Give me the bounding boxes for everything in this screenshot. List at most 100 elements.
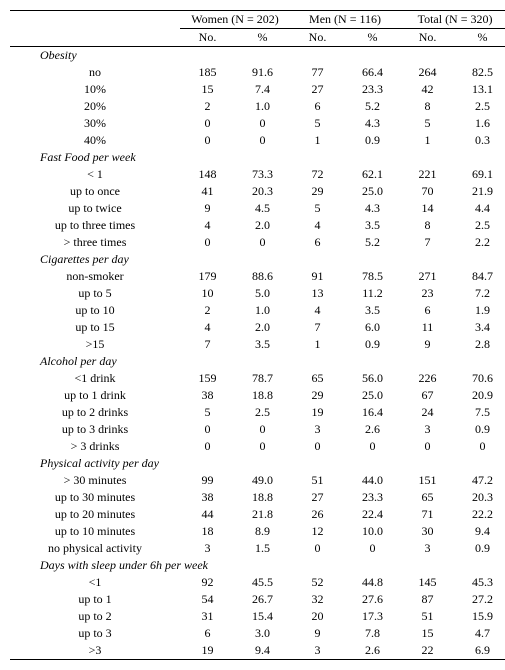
cell-women-pct: 15.4 — [235, 608, 290, 625]
cell-men-pct: 78.5 — [345, 268, 400, 285]
cell-total-pct: 7.2 — [455, 285, 505, 302]
cell-total-pct: 2.2 — [455, 234, 505, 251]
cell-women-pct: 0 — [235, 234, 290, 251]
table-row: up to 3 drinks0032.630.9 — [10, 421, 505, 438]
table-row: <1 drink15978.76556.022670.6 — [10, 370, 505, 387]
cell-men-pct: 10.0 — [345, 523, 400, 540]
cell-total-n: 271 — [400, 268, 455, 285]
data-table: Women (N = 202) Men (N = 116) Total (N =… — [10, 10, 505, 660]
row-label: up to 5 — [10, 285, 180, 302]
table-row: < 114873.37262.122169.1 — [10, 166, 505, 183]
section-title: Days with sleep under 6h per week — [10, 557, 505, 574]
cell-men-n: 1 — [290, 132, 345, 149]
cell-men-n: 13 — [290, 285, 345, 302]
cell-men-pct: 44.0 — [345, 472, 400, 489]
cell-women-n: 18 — [180, 523, 235, 540]
cell-total-n: 42 — [400, 81, 455, 98]
table-row: 30%0054.351.6 — [10, 115, 505, 132]
cell-women-pct: 0 — [235, 421, 290, 438]
table-row: 40%0010.910.3 — [10, 132, 505, 149]
cell-total-pct: 6.9 — [455, 642, 505, 660]
cell-women-pct: 8.9 — [235, 523, 290, 540]
cell-men-pct: 25.0 — [345, 183, 400, 200]
cell-women-pct: 0 — [235, 438, 290, 455]
cell-men-n: 65 — [290, 370, 345, 387]
cell-men-pct: 3.5 — [345, 302, 400, 319]
cell-total-pct: 2.8 — [455, 336, 505, 353]
cell-men-n: 29 — [290, 387, 345, 404]
cell-women-n: 7 — [180, 336, 235, 353]
cell-total-pct: 2.5 — [455, 217, 505, 234]
cell-men-n: 52 — [290, 574, 345, 591]
cell-total-n: 5 — [400, 115, 455, 132]
table-row: >1573.510.992.8 — [10, 336, 505, 353]
cell-total-n: 15 — [400, 625, 455, 642]
cell-total-pct: 15.9 — [455, 608, 505, 625]
row-label: up to 3 — [10, 625, 180, 642]
cell-total-n: 3 — [400, 540, 455, 557]
cell-men-n: 3 — [290, 642, 345, 660]
cell-women-n: 0 — [180, 234, 235, 251]
cell-men-pct: 27.6 — [345, 591, 400, 608]
cell-total-pct: 13.1 — [455, 81, 505, 98]
cell-women-n: 0 — [180, 132, 235, 149]
row-label: 30% — [10, 115, 180, 132]
row-label: > 3 drinks — [10, 438, 180, 455]
cell-men-n: 4 — [290, 217, 345, 234]
cell-women-n: 4 — [180, 319, 235, 336]
row-label: <1 drink — [10, 370, 180, 387]
cell-women-pct: 26.7 — [235, 591, 290, 608]
table-row: up to 10 minutes188.91210.0309.4 — [10, 523, 505, 540]
cell-women-pct: 91.6 — [235, 64, 290, 81]
cell-total-pct: 70.6 — [455, 370, 505, 387]
subheader-pct: % — [235, 29, 290, 47]
cell-total-pct: 22.2 — [455, 506, 505, 523]
cell-men-n: 29 — [290, 183, 345, 200]
subheader-no: No. — [290, 29, 345, 47]
cell-total-n: 145 — [400, 574, 455, 591]
table-row: up to 23115.42017.35115.9 — [10, 608, 505, 625]
cell-women-n: 2 — [180, 98, 235, 115]
cell-men-pct: 66.4 — [345, 64, 400, 81]
cell-total-n: 151 — [400, 472, 455, 489]
cell-women-n: 0 — [180, 438, 235, 455]
cell-men-n: 12 — [290, 523, 345, 540]
cell-men-pct: 7.8 — [345, 625, 400, 642]
table-row: up to 1542.076.0113.4 — [10, 319, 505, 336]
cell-women-n: 185 — [180, 64, 235, 81]
row-label: up to twice — [10, 200, 180, 217]
table-row: up to 363.097.8154.7 — [10, 625, 505, 642]
table-row: up to 15426.73227.68727.2 — [10, 591, 505, 608]
cell-men-pct: 56.0 — [345, 370, 400, 387]
cell-total-pct: 0.9 — [455, 540, 505, 557]
cell-men-pct: 23.3 — [345, 81, 400, 98]
cell-women-pct: 18.8 — [235, 489, 290, 506]
cell-total-pct: 47.2 — [455, 472, 505, 489]
cell-women-n: 9 — [180, 200, 235, 217]
cell-total-pct: 0.3 — [455, 132, 505, 149]
section-title: Fast Food per week — [10, 149, 505, 166]
cell-men-n: 91 — [290, 268, 345, 285]
cell-men-pct: 6.0 — [345, 319, 400, 336]
table-row: > three times0065.272.2 — [10, 234, 505, 251]
table-row: up to once4120.32925.07021.9 — [10, 183, 505, 200]
cell-total-pct: 45.3 — [455, 574, 505, 591]
cell-women-pct: 4.5 — [235, 200, 290, 217]
cell-men-pct: 0.9 — [345, 132, 400, 149]
cell-men-n: 51 — [290, 472, 345, 489]
cell-total-n: 30 — [400, 523, 455, 540]
cell-men-pct: 62.1 — [345, 166, 400, 183]
cell-women-n: 54 — [180, 591, 235, 608]
cell-men-n: 6 — [290, 98, 345, 115]
cell-men-n: 77 — [290, 64, 345, 81]
cell-men-n: 27 — [290, 489, 345, 506]
cell-women-n: 148 — [180, 166, 235, 183]
cell-total-n: 9 — [400, 336, 455, 353]
cell-women-pct: 9.4 — [235, 642, 290, 660]
row-label: up to 15 — [10, 319, 180, 336]
cell-women-n: 159 — [180, 370, 235, 387]
cell-total-n: 6 — [400, 302, 455, 319]
cell-total-n: 7 — [400, 234, 455, 251]
cell-men-n: 7 — [290, 319, 345, 336]
cell-women-n: 38 — [180, 387, 235, 404]
